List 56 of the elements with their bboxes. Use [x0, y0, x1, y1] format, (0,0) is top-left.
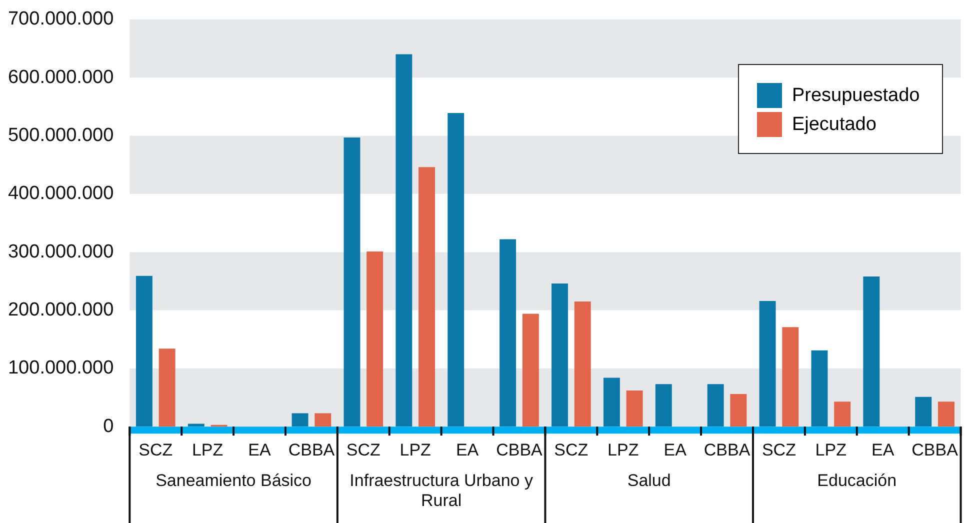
bar [366, 252, 384, 427]
bar [314, 413, 332, 427]
x-tick-label: SCZ [138, 440, 173, 460]
x-tick-label: CBBA [496, 440, 544, 460]
bar [915, 396, 932, 427]
bar [500, 239, 516, 427]
bar [552, 284, 568, 427]
bar [759, 300, 776, 427]
bar [707, 384, 724, 427]
legend-label: Presupuestado [792, 84, 920, 107]
bar [730, 394, 747, 427]
legend-label: Ejecutado [792, 114, 876, 136]
x-tick-label: EA [456, 440, 480, 460]
bar [626, 390, 643, 427]
x-tick-label: EA [872, 440, 895, 460]
x-tick-label: LPZ [815, 440, 846, 460]
text: Infraestructura Urbano y Rural [350, 470, 534, 510]
bar [292, 413, 308, 427]
x-tick-label: CBBA [912, 440, 959, 460]
x-tick-label: EA [248, 440, 272, 460]
bar [938, 402, 954, 427]
bar [811, 350, 828, 427]
bar [655, 384, 672, 427]
y-tick-label: 400.000.000 [8, 183, 114, 204]
bar [188, 424, 204, 427]
bar [834, 402, 851, 427]
x-tick-label: SCZ [554, 440, 588, 460]
bar [574, 302, 591, 427]
text: Saneamiento Básico [156, 470, 312, 490]
x-tick-label: CBBA [288, 440, 336, 460]
x-tick-label: SCZ [762, 440, 796, 460]
bar [344, 137, 360, 427]
text: Salud [627, 470, 671, 490]
y-tick-label: 300.000.000 [8, 241, 114, 262]
bar [136, 276, 152, 427]
bar [158, 348, 176, 427]
y-tick-label: 700.000.000 [8, 8, 114, 30]
y-tick-label: 600.000.000 [8, 66, 114, 88]
x-tick-label: LPZ [608, 440, 639, 460]
x-tick-label: EA [664, 440, 688, 460]
bar [418, 167, 436, 427]
bar [782, 327, 799, 427]
bar [522, 314, 539, 427]
x-tick-label: CBBA [704, 440, 751, 460]
bar [603, 378, 620, 427]
bar [448, 113, 464, 427]
bar [396, 54, 412, 427]
text: Educación [817, 470, 897, 490]
x-tick-label: SCZ [346, 440, 380, 460]
y-tick-label: 200.000.000 [8, 299, 114, 320]
y-tick-label: 100.000.000 [8, 358, 114, 379]
bar [863, 276, 880, 427]
x-tick-label: LPZ [192, 440, 224, 460]
x-tick-label: LPZ [400, 440, 431, 460]
y-tick-label: 0 [103, 416, 114, 437]
y-tick-label: 500.000.000 [8, 124, 114, 146]
